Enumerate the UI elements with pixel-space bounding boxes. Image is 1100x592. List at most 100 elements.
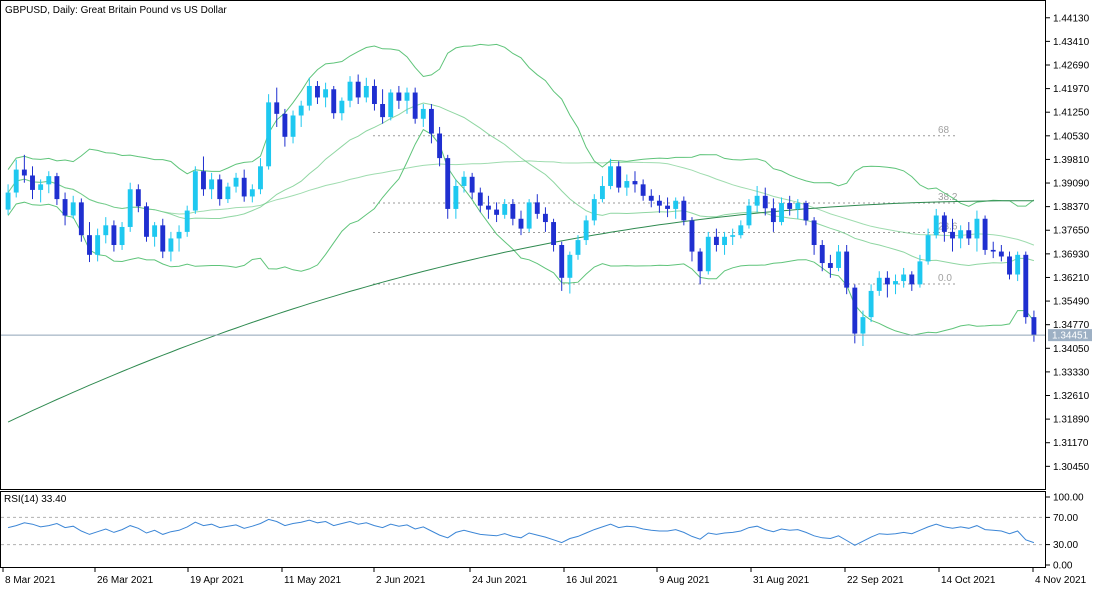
date-tick-label: 22 Sep 2021 (847, 575, 904, 586)
candles (5, 74, 1037, 346)
candle-body (469, 176, 475, 193)
bullish-candle (917, 254, 923, 288)
candle-body (70, 202, 76, 216)
candle-body (241, 177, 247, 197)
rsi-tick-label: 30.00 (1053, 540, 1078, 551)
bearish-candle (87, 222, 92, 263)
bearish-candle (640, 179, 646, 201)
candle-body (1007, 256, 1012, 275)
bullish-candle (70, 195, 76, 219)
fibonacci-retracement[interactable]: 68 38.2 23.6 0.0 (373, 125, 958, 285)
candle-body (591, 199, 597, 221)
rsi-axis[interactable]: 100.00 70.00 30.00 0.00 (1045, 493, 1084, 572)
candle-body (738, 225, 744, 236)
bullish-candle (958, 225, 964, 249)
candle-body (583, 220, 589, 241)
candle-body (656, 200, 662, 206)
candle-body (925, 235, 931, 262)
date-axis[interactable]: 8 Mar 2021 26 Mar 2021 19 Apr 2021 11 May 2… (2, 568, 1087, 586)
candle-body (420, 108, 426, 119)
bullish-candle (323, 82, 329, 108)
bearish-candle (787, 195, 793, 216)
candle-body (217, 179, 223, 200)
price-tick-label: 1.44130 (1053, 13, 1090, 24)
bullish-candle (103, 217, 109, 244)
bullish-candle (502, 199, 508, 219)
candle-body (225, 186, 231, 200)
date-tick-label: 19 Apr 2021 (190, 575, 244, 586)
candle-body (502, 204, 508, 215)
bullish-candle (836, 245, 841, 272)
candle-body (62, 199, 68, 216)
bearish-candle (770, 198, 776, 232)
bullish-candle (152, 222, 158, 247)
date-tick-label: 24 Jun 2021 (472, 575, 527, 586)
rsi-line (7, 518, 1035, 546)
candle-body (624, 181, 630, 188)
candle-body (201, 171, 206, 190)
candle-body (144, 206, 149, 237)
candle-body (315, 85, 320, 98)
bullish-candle (266, 94, 272, 170)
bearish-candle (445, 154, 451, 219)
price-tick-label: 1.36210 (1053, 273, 1090, 284)
bearish-candle (559, 241, 565, 291)
candle-body (160, 225, 166, 252)
bullish-candle (46, 171, 52, 194)
bearish-candle (542, 207, 548, 232)
candle-body (1031, 317, 1037, 336)
bullish-candle (860, 310, 866, 346)
candle-body (518, 218, 524, 229)
bearish-candle (950, 218, 955, 252)
candle-body (168, 238, 174, 252)
bullish-candle (624, 174, 630, 196)
candle-body (347, 81, 353, 101)
candle-body (909, 274, 915, 285)
bollinger-upper-band (7, 43, 1035, 207)
candle-body (730, 235, 736, 237)
candle-body (542, 213, 548, 223)
bearish-candle (62, 192, 68, 226)
candle-body (762, 195, 768, 209)
candle-body (249, 189, 255, 197)
price-tick-label: 1.42690 (1053, 60, 1090, 71)
bearish-candle (380, 89, 386, 124)
bearish-candle (372, 79, 377, 111)
candle-body (681, 200, 687, 221)
candle-body (412, 92, 418, 119)
candle-body (176, 231, 182, 239)
date-tick-label: 26 Mar 2021 (97, 575, 154, 586)
candle-body (192, 171, 198, 211)
bullish-candle (192, 166, 198, 214)
candle-body (722, 236, 727, 245)
bearish-candle (135, 184, 141, 213)
price-pane: 68 38.2 23.6 0.0 GBPUSD, Daily: Great Brita… (0, 0, 1046, 490)
bearish-candle (54, 172, 60, 205)
price-tick-label: 1.41250 (1053, 108, 1090, 119)
price-tick-label: 1.43410 (1053, 37, 1090, 48)
bearish-candle (396, 85, 402, 109)
price-pane-frame (0, 0, 1046, 490)
candle-body (901, 274, 907, 282)
last-price-tag: 1.34451 (1048, 329, 1092, 342)
price-axis[interactable]: 1.44130 1.43410 1.42690 1.41970 1.41250 1.405… (1045, 13, 1090, 473)
candle-body (184, 210, 190, 232)
candle-body (689, 220, 695, 252)
bullish-candle (608, 158, 614, 190)
bullish-candle (974, 210, 980, 252)
candle-body (567, 254, 573, 278)
candle-body (510, 204, 516, 219)
candle-body (852, 287, 858, 334)
candle-body (950, 231, 955, 239)
candle-body (30, 175, 35, 190)
candle-body (372, 85, 377, 105)
bearish-candle (909, 271, 915, 291)
price-tick-label: 1.41970 (1053, 84, 1090, 95)
candle-body (673, 200, 679, 209)
candle-body (339, 100, 345, 114)
bearish-candle (982, 215, 988, 255)
candle-body (152, 225, 158, 237)
bearish-candle (160, 218, 166, 259)
date-tick-label: 4 Nov 2021 (1035, 575, 1087, 586)
bearish-candle (819, 240, 825, 272)
